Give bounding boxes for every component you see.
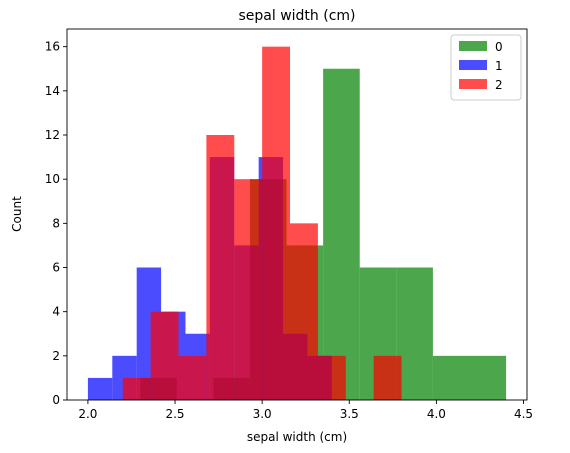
x-axis-ticks: 2.0 2.5 3.0 3.5 4.0 4.5	[78, 400, 533, 421]
legend-swatch-0	[459, 41, 487, 51]
y-tick-label: 4	[52, 305, 60, 319]
x-tick-label: 3.5	[340, 407, 359, 421]
bar-series-2-bin-1	[150, 311, 179, 400]
legend-label-2: 2	[495, 78, 503, 92]
legend-swatch-1	[459, 60, 487, 70]
y-tick-label: 14	[45, 84, 60, 98]
x-tick-label: 4.5	[514, 407, 533, 421]
x-tick-label: 2.0	[78, 407, 97, 421]
chart-title: sepal width (cm)	[238, 8, 355, 24]
bar-series-1-bin-0	[87, 377, 113, 400]
legend: 0 1 2	[450, 34, 522, 101]
bar-series-2-bin-4	[234, 179, 263, 400]
y-tick-label: 12	[45, 128, 60, 142]
legend-label-0: 0	[495, 40, 503, 54]
bar-series-2-bin-0	[122, 377, 151, 400]
bar-series-2-bin-2	[178, 355, 207, 400]
y-tick-label: 16	[45, 40, 60, 54]
bar-series-2-bin-7	[317, 355, 346, 400]
plot-frame	[66, 28, 528, 401]
y-tick-label: 6	[52, 261, 60, 275]
legend-label-1: 1	[495, 59, 503, 73]
y-axis-ticks: 0 2 4 6 8 10 12 14 16	[45, 40, 67, 407]
x-tick-label: 3.0	[253, 407, 272, 421]
y-axis-label: Count	[10, 196, 24, 232]
bar-series-0-bin-9	[469, 355, 507, 400]
x-axis-label: sepal width (cm)	[247, 430, 347, 444]
y-tick-label: 0	[52, 393, 60, 407]
y-tick-label: 8	[52, 216, 60, 230]
x-tick-label: 4.0	[427, 407, 446, 421]
bar-series-2-bin-3	[206, 135, 235, 400]
y-tick-label: 2	[52, 349, 60, 363]
legend-swatch-2	[459, 79, 487, 89]
bar-series-0-bin-8	[432, 355, 470, 400]
bars-layer	[87, 46, 507, 401]
bar-series-2-bin-9	[373, 355, 402, 400]
bar-series-2-bin-5	[262, 46, 291, 401]
bar-series-2-bin-6	[290, 223, 318, 400]
bar-series-0-bin-7	[396, 267, 433, 400]
bar-series-0-bin-5	[323, 68, 360, 400]
x-tick-label: 2.5	[165, 407, 184, 421]
y-tick-label: 10	[45, 172, 60, 186]
